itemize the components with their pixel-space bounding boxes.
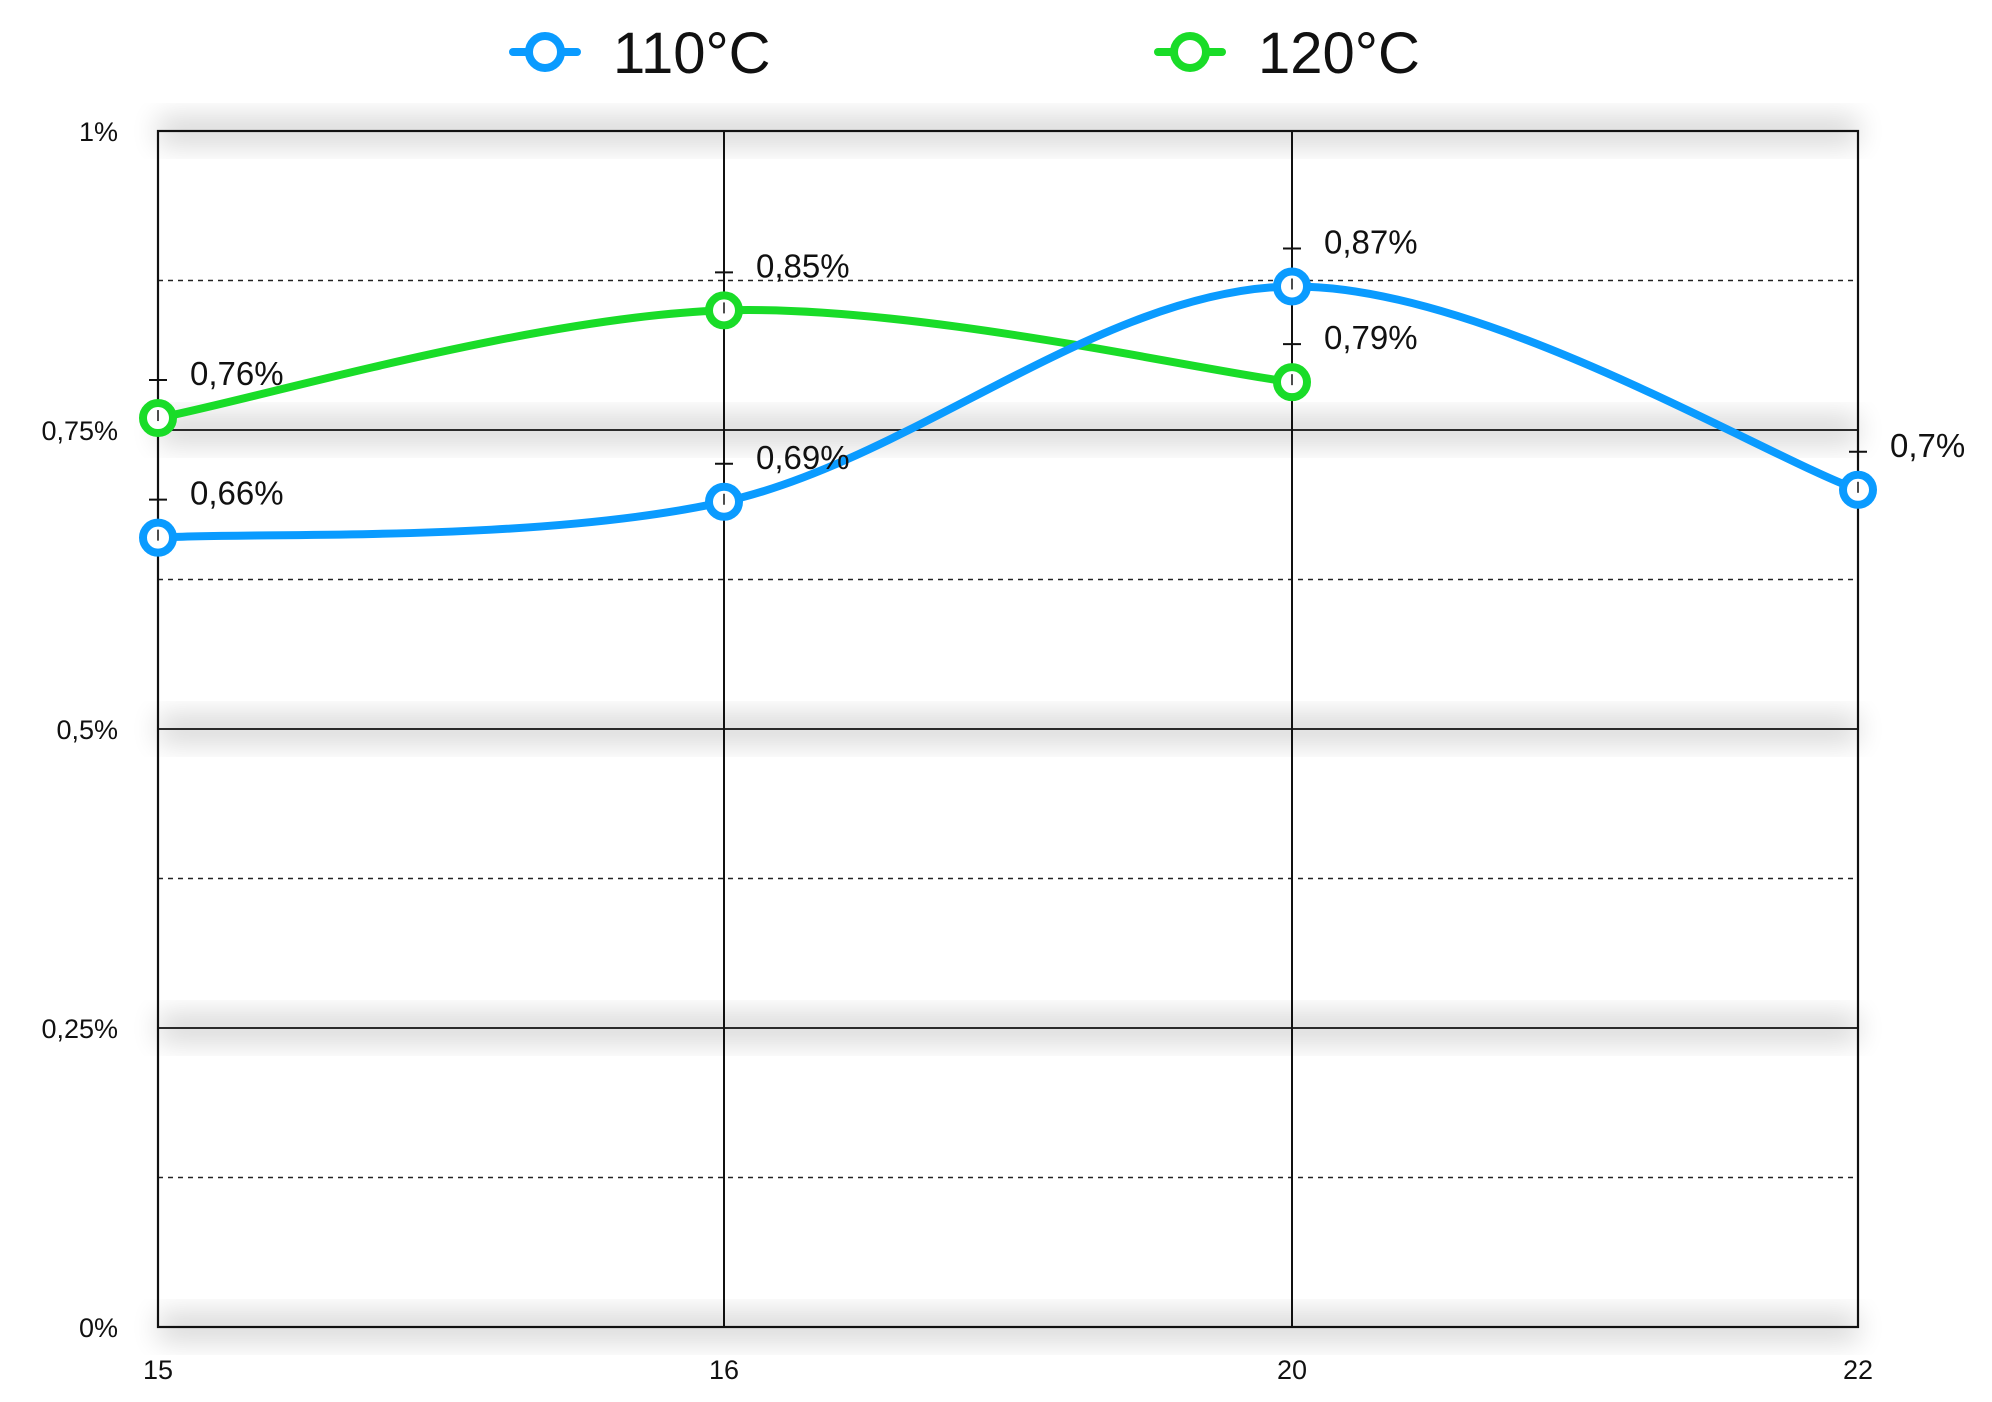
plot-frame: [156, 129, 1860, 1329]
y-tick-label: 1%: [79, 117, 118, 147]
data-label: 0,85%: [756, 247, 850, 284]
legend: 110°C 120°C: [509, 21, 1420, 86]
legend-swatch-marker: [525, 32, 565, 72]
y-tick-label: 0,75%: [41, 416, 118, 446]
data-labels: 0,66% 0,69% 0,87% 0,7% 0,76% 0,85% 0,79%: [190, 223, 1965, 511]
data-label: 0,66%: [190, 475, 284, 512]
y-tick-label: 0,25%: [41, 1014, 118, 1044]
x-tick-label: 15: [143, 1355, 173, 1385]
data-points: [139, 267, 1877, 557]
legend-label: 120°C: [1258, 21, 1420, 86]
x-axis: 15 16 20 22: [143, 1355, 1873, 1385]
error-bars: [149, 247, 1867, 538]
x-tick-label: 16: [709, 1355, 739, 1385]
y-tick-label: 0%: [79, 1313, 118, 1343]
y-tick-label: 0,5%: [56, 715, 118, 745]
data-label: 0,76%: [190, 355, 284, 392]
x-tick-label: 20: [1277, 1355, 1307, 1385]
y-axis: 0% 0,25% 0,5% 0,75% 1%: [41, 117, 118, 1343]
data-label: 0,79%: [1324, 319, 1418, 356]
data-label: 0,7%: [1890, 427, 1965, 464]
series-line: [154, 282, 1862, 542]
series-lines: [154, 282, 1862, 542]
plot-border: [156, 129, 1860, 1329]
grid: [158, 131, 1858, 1327]
legend-swatch-marker: [1170, 32, 1210, 72]
data-label: 0,87%: [1324, 223, 1418, 260]
data-label: 0,69%: [756, 439, 850, 476]
legend-label: 110°C: [613, 21, 771, 86]
x-tick-label: 22: [1843, 1355, 1873, 1385]
